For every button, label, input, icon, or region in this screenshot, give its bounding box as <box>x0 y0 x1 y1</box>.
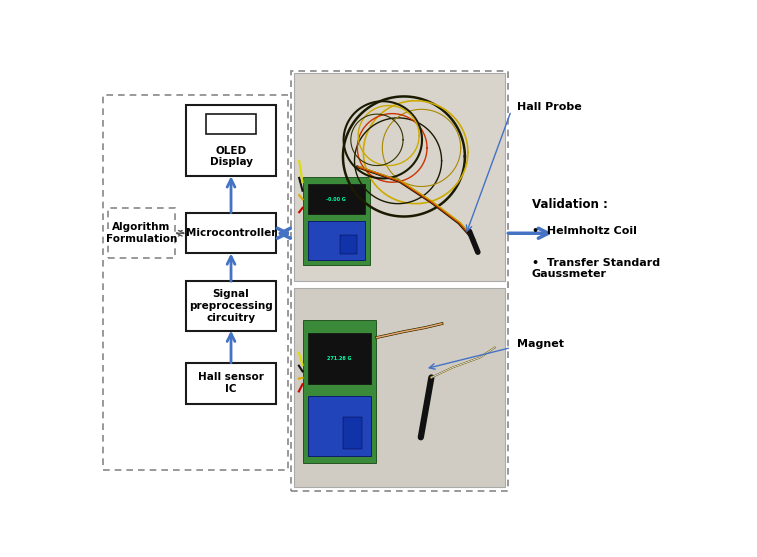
Text: Hall Probe: Hall Probe <box>517 101 582 111</box>
FancyBboxPatch shape <box>308 184 365 214</box>
FancyBboxPatch shape <box>294 74 506 281</box>
FancyBboxPatch shape <box>185 213 276 253</box>
Text: Signal
preprocessing
circuitry: Signal preprocessing circuitry <box>189 289 273 323</box>
Text: •  Helmholtz Coil: • Helmholtz Coil <box>531 226 637 236</box>
FancyBboxPatch shape <box>206 114 256 134</box>
FancyBboxPatch shape <box>308 395 370 456</box>
Text: Microcontroller: Microcontroller <box>185 228 276 238</box>
FancyBboxPatch shape <box>308 333 370 384</box>
Text: Magnet: Magnet <box>517 339 564 349</box>
FancyBboxPatch shape <box>294 288 506 487</box>
FancyBboxPatch shape <box>303 320 376 463</box>
FancyBboxPatch shape <box>185 281 276 331</box>
FancyBboxPatch shape <box>185 363 276 403</box>
Text: Hall sensor
IC: Hall sensor IC <box>198 372 264 394</box>
FancyBboxPatch shape <box>308 221 365 260</box>
FancyBboxPatch shape <box>303 177 370 265</box>
Text: OLED
Display: OLED Display <box>210 145 253 167</box>
Text: 271.26 G: 271.26 G <box>327 356 352 361</box>
Text: -0.00 G: -0.00 G <box>326 198 346 203</box>
FancyBboxPatch shape <box>340 235 357 254</box>
Text: Validation :: Validation : <box>531 198 608 211</box>
FancyBboxPatch shape <box>343 417 362 449</box>
Text: •  Transfer Standard
Gaussmeter: • Transfer Standard Gaussmeter <box>531 258 660 279</box>
Text: Algorithm
Formulation: Algorithm Formulation <box>105 222 177 244</box>
FancyBboxPatch shape <box>185 105 276 176</box>
